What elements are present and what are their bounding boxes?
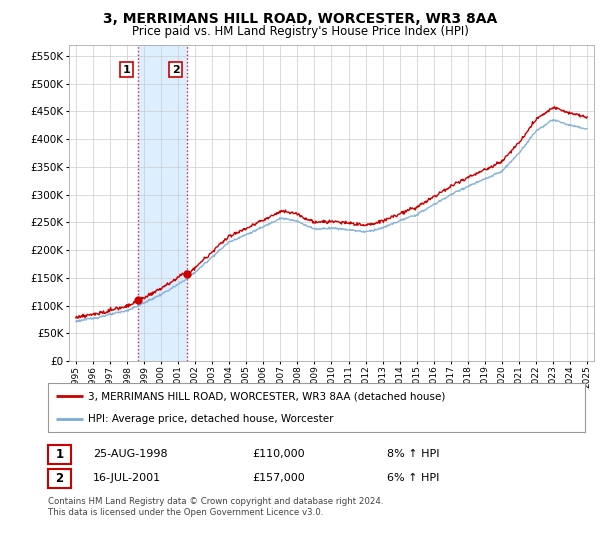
Text: 25-AUG-1998: 25-AUG-1998 [93, 449, 167, 459]
Text: 8% ↑ HPI: 8% ↑ HPI [387, 449, 439, 459]
Text: 3, MERRIMANS HILL ROAD, WORCESTER, WR3 8AA: 3, MERRIMANS HILL ROAD, WORCESTER, WR3 8… [103, 12, 497, 26]
Text: HPI: Average price, detached house, Worcester: HPI: Average price, detached house, Worc… [88, 414, 334, 424]
Text: £110,000: £110,000 [252, 449, 305, 459]
Text: £157,000: £157,000 [252, 473, 305, 483]
Text: 1: 1 [55, 447, 64, 461]
Text: Contains HM Land Registry data © Crown copyright and database right 2024.
This d: Contains HM Land Registry data © Crown c… [48, 497, 383, 517]
Text: 2: 2 [55, 472, 64, 485]
Text: 2: 2 [172, 64, 180, 74]
Bar [138, 45, 187, 361]
Text: 1: 1 [122, 64, 130, 74]
Text: 16-JUL-2001: 16-JUL-2001 [93, 473, 161, 483]
Text: Price paid vs. HM Land Registry's House Price Index (HPI): Price paid vs. HM Land Registry's House … [131, 25, 469, 38]
Text: 6% ↑ HPI: 6% ↑ HPI [387, 473, 439, 483]
Text: 3, MERRIMANS HILL ROAD, WORCESTER, WR3 8AA (detached house): 3, MERRIMANS HILL ROAD, WORCESTER, WR3 8… [88, 391, 446, 402]
